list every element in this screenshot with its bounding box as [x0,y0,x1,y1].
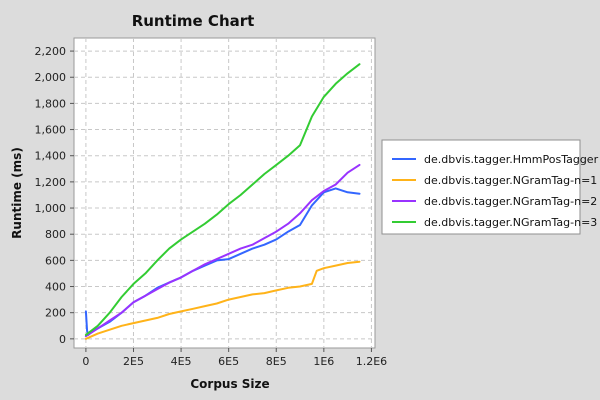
y-tick-label: 800 [45,228,66,241]
x-tick-label: 2E5 [123,355,144,368]
series-line-2 [84,260,361,340]
chart-title: Runtime Chart [132,12,255,30]
series-line-4 [84,63,361,336]
x-tick-label: 8E5 [266,355,287,368]
y-axis-label: Runtime (ms) [10,147,24,239]
legend-label: de.dbvis.tagger.NGramTag-n=2 [424,195,597,208]
y-tick-label: 200 [45,307,66,320]
x-tick-label: 1E6 [313,355,334,368]
legend: de.dbvis.tagger.HmmPosTagger de.dbvis.tag… [381,139,599,235]
x-axis-label: Corpus Size [190,377,269,391]
y-tick-label: 2,200 [35,45,67,58]
x-tick-label: 0 [82,355,89,368]
y-tick-label: 600 [45,254,66,267]
y-tick-label: 0 [59,333,66,346]
series-lines [84,63,361,340]
y-tick-label: 1,000 [35,202,67,215]
y-tick-label: 2,000 [35,71,67,84]
legend-label: de.dbvis.tagger.NGramTag-n=1 [424,174,597,187]
legend-box [381,139,581,235]
y-tick-label: 1,800 [35,97,67,110]
axis-ticks: 0 2E5 4E5 6E5 8E5 1E6 1.2E6 0 200 400 600 800 1,000 1… [35,45,388,368]
legend-label: de.dbvis.tagger.HmmPosTagger [424,153,599,166]
series-line-3 [84,163,361,338]
x-tick-label: 4E5 [171,355,192,368]
y-tick-label: 400 [45,281,66,294]
y-tick-label: 1,400 [35,150,67,163]
x-tick-label: 1.2E6 [356,355,387,368]
y-tick-label: 1,600 [35,124,67,137]
legend-label: de.dbvis.tagger.NGramTag-n=3 [424,216,597,229]
y-tick-label: 1,200 [35,176,67,189]
x-tick-label: 6E5 [218,355,239,368]
